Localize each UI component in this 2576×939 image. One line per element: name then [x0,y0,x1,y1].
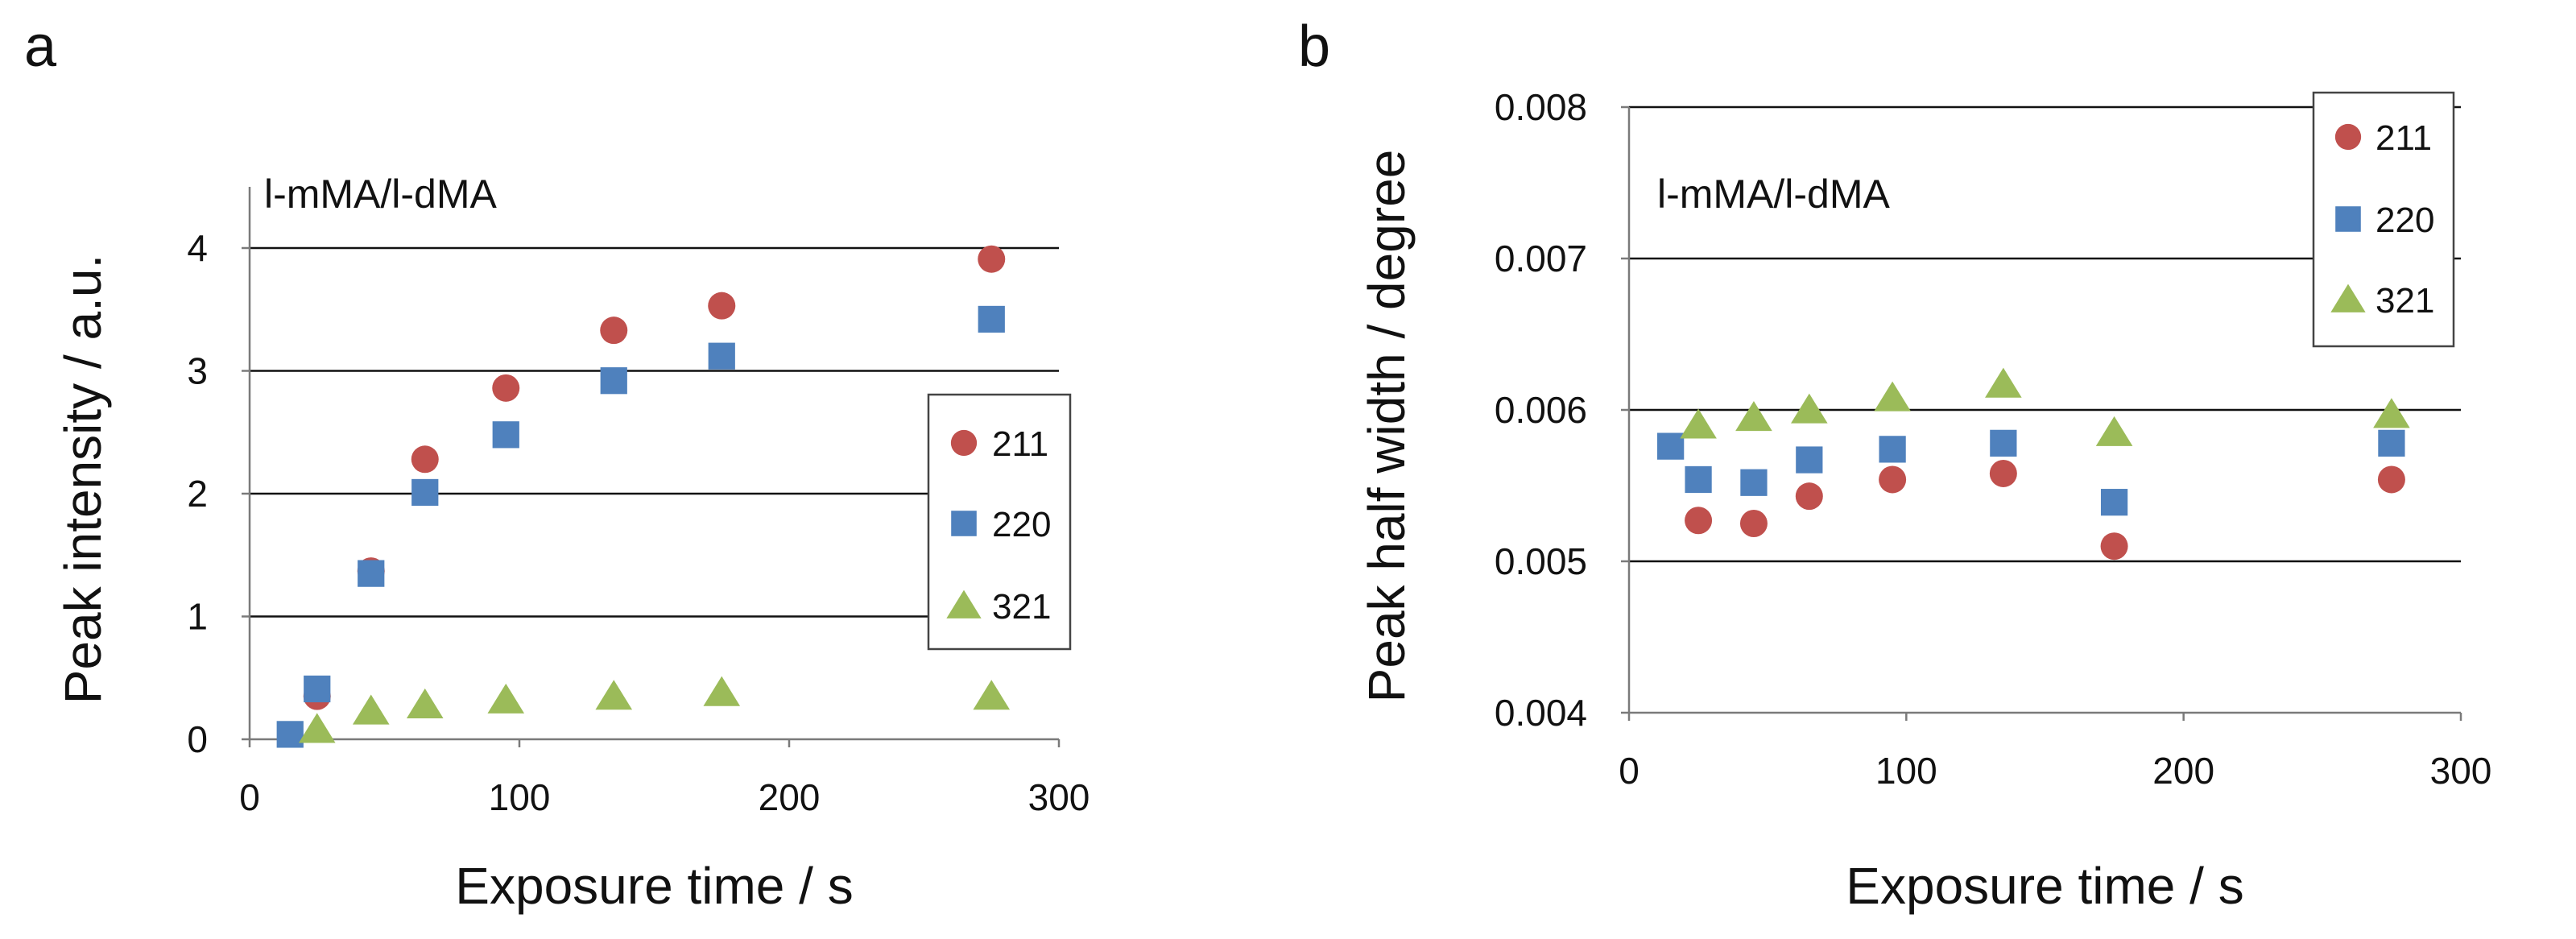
data-point-211 [600,316,628,345]
data-point-321 [1985,367,2022,398]
y-tick-label: 2 [187,473,208,515]
x-tick-label: 100 [1875,750,1937,792]
y-tick-label: 4 [187,227,208,269]
data-point-321 [1735,401,1772,432]
data-point-211 [978,245,1006,273]
data-point-211 [492,374,520,402]
data-point-220 [358,560,385,587]
x-axis-title: Exposure time / s [1846,857,2243,915]
y-tick-label: 0.008 [1495,86,1587,128]
legend-marker-220 [951,511,977,536]
data-point-220 [1685,465,1712,494]
data-point-321 [1874,381,1911,412]
data-point-211 [1879,465,1907,494]
data-point-321 [1791,393,1828,424]
series-annotation: l-mMA/l-dMA [264,172,498,217]
data-point-220 [1879,436,1906,463]
panel-letter: b [1298,14,1330,79]
data-point-321 [595,680,633,710]
x-tick-label: 200 [2152,750,2214,792]
legend-label-321: 321 [992,587,1051,627]
x-tick-label: 100 [489,776,551,818]
data-point-220 [1796,446,1823,474]
data-point-321 [352,694,390,725]
data-point-321 [2373,398,2410,428]
legend-label-211: 211 [992,424,1048,464]
data-point-220 [492,421,519,449]
data-point-220 [708,342,735,370]
data-point-211 [708,292,736,320]
data-point-211 [1795,482,1823,511]
panel-a: a 0 1 2 3 4 0 100 200 300 Exposure time / s Peak in… [24,14,1090,915]
y-tick-label: 0.004 [1495,692,1587,734]
data-point-211 [1739,510,1768,537]
series-annotation: l-mMA/l-dMA [1657,172,1891,217]
data-point-321 [298,713,336,743]
data-point-321 [2095,416,2133,446]
data-point-220 [978,305,1005,333]
legend-label-220: 220 [2375,201,2434,240]
x-tick-label: 200 [759,776,821,818]
data-point-321 [487,683,525,714]
data-point-220 [304,675,331,703]
x-tick-label: 0 [239,776,260,818]
data-point-321 [703,676,741,706]
data-point-211 [2377,465,2405,494]
data-point-220 [276,721,304,748]
legend-marker-211 [2334,123,2362,151]
panel-b: b 0.004 0.005 0.006 0.007 0.008 0 100 200 300 Expo… [1298,14,2491,915]
data-point-321 [973,680,1011,710]
data-point-220 [1657,432,1685,460]
y-axis-title: Peak intensity / a.u. [54,254,112,705]
y-tick-label: 0.007 [1495,238,1587,279]
data-point-211 [1685,507,1713,535]
legend-label-220: 220 [992,505,1051,544]
data-point-321 [1680,408,1717,439]
data-point-220 [1990,429,2017,457]
x-tick-label: 0 [1619,750,1639,792]
panel-letter: a [24,14,57,79]
data-point-321 [406,688,444,718]
data-point-211 [1989,459,2017,487]
data-point-220 [600,367,627,395]
x-tick-label: 300 [1028,776,1090,818]
y-tick-label: 0.006 [1495,389,1587,431]
data-point-220 [2100,489,2128,516]
data-point-211 [411,445,439,474]
y-tick-label: 0.005 [1495,540,1587,582]
legend-label-321: 321 [2375,281,2434,321]
y-tick-label: 1 [187,596,208,638]
data-point-220 [2378,429,2405,457]
legend-marker-211 [950,429,978,457]
data-point-211 [2100,532,2128,561]
y-tick-label: 3 [187,350,208,392]
legend-marker-220 [2335,206,2361,232]
y-axis-title: Peak half width / degree [1358,150,1416,703]
x-axis-title: Exposure time / s [455,857,853,915]
legend-marker-321 [2330,283,2366,312]
x-tick-label: 300 [2430,750,2492,792]
legend-marker-321 [946,589,982,618]
data-point-220 [411,478,439,507]
legend-label-211: 211 [2375,118,2432,158]
y-tick-label: 0 [187,718,208,760]
data-point-220 [1740,469,1768,496]
